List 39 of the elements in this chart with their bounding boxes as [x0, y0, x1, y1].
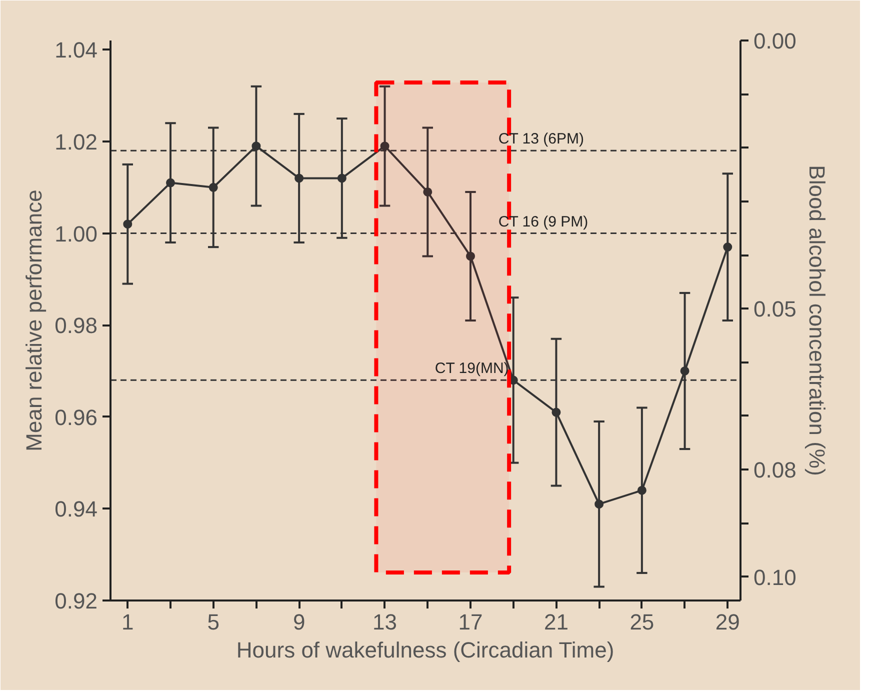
x-tick-label: 9 — [292, 610, 306, 634]
x-tick-label: 1 — [122, 610, 134, 634]
x-axis-title: Hours of wakefulness (Circadian Time) — [236, 638, 614, 662]
y-tick-label: 1.02 — [54, 129, 98, 154]
point — [294, 174, 304, 183]
y-tick-label: 1.04 — [54, 38, 98, 63]
y2-tick-label: 0.10 — [754, 564, 796, 590]
point — [380, 142, 390, 151]
point — [123, 220, 132, 229]
y-tick-label: 1.00 — [54, 221, 98, 246]
point — [252, 142, 261, 151]
y-axis-title: Mean relative performance — [22, 190, 47, 452]
point — [680, 366, 690, 376]
point — [594, 500, 604, 509]
ref-line-label: CT 13 (6PM) — [498, 130, 584, 148]
x-tick-label: 25 — [630, 610, 654, 634]
point — [637, 486, 646, 495]
y2-tick-label: 0.08 — [754, 458, 796, 483]
y-tick-label: 0.96 — [54, 404, 98, 430]
point — [208, 182, 218, 192]
y2-axis-title: Blood alcohol concentration (%) — [804, 165, 830, 476]
y-tick-label: 0.94 — [54, 496, 98, 522]
point — [166, 178, 175, 188]
y-tick-label: 0.98 — [54, 313, 98, 338]
point — [723, 242, 732, 252]
y2-tick-label: 0.00 — [754, 28, 796, 54]
point — [466, 252, 475, 261]
point — [552, 408, 561, 417]
ref-line-label: CT 19(MN) — [434, 360, 509, 378]
y2-tick-label: 0.05 — [754, 296, 796, 322]
x-tick-label: 13 — [372, 610, 398, 634]
x-tick-label: 29 — [715, 610, 740, 634]
ref-line-label: CT 16 (9 PM) — [498, 213, 588, 230]
x-tick-label: 17 — [458, 610, 483, 634]
x-tick-label: 5 — [207, 610, 220, 634]
x-tick-label: 21 — [544, 610, 568, 634]
y-tick-label: 0.92 — [54, 588, 98, 614]
point — [337, 174, 346, 183]
point — [423, 187, 432, 196]
